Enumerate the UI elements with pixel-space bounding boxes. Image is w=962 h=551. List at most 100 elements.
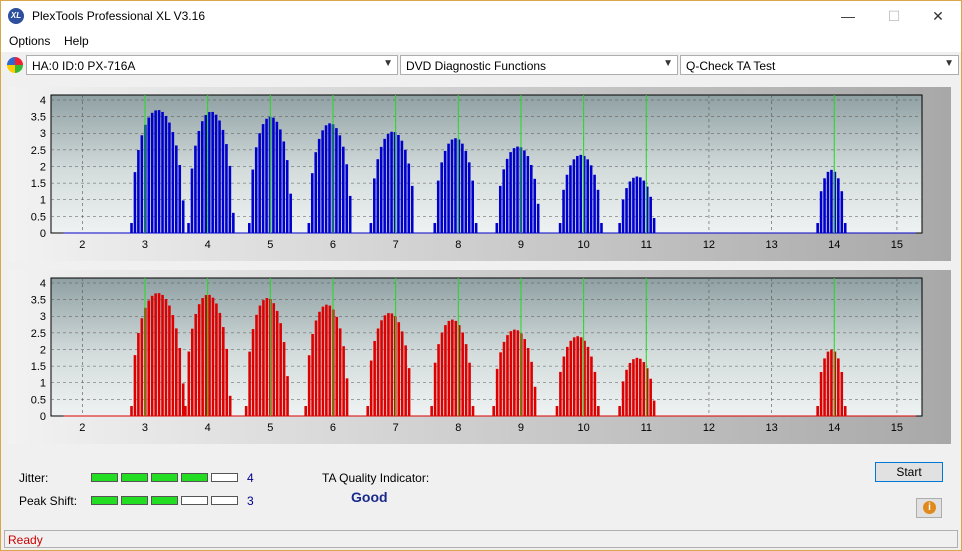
- histogram-bar: [443, 150, 447, 233]
- peak-shift-label: Peak Shift:: [19, 494, 78, 508]
- histogram-bar: [843, 406, 847, 416]
- histogram-bar: [171, 315, 175, 416]
- x-tick-label: 15: [891, 239, 903, 251]
- info-button[interactable]: i: [916, 498, 942, 518]
- histogram-bar: [190, 168, 194, 233]
- histogram-bar: [248, 223, 251, 233]
- menu-options[interactable]: Options: [9, 34, 51, 48]
- histogram-bar: [565, 174, 569, 233]
- meter-segment: [151, 496, 178, 505]
- histogram-bar: [645, 368, 649, 416]
- histogram-bar: [457, 139, 461, 233]
- histogram-bar: [840, 372, 844, 416]
- histogram-bar: [635, 176, 639, 233]
- histogram-bar: [251, 169, 255, 233]
- x-tick-label: 12: [703, 239, 715, 251]
- histogram-bar: [218, 120, 221, 233]
- histogram-bar: [307, 223, 311, 233]
- histogram-bar: [536, 203, 540, 233]
- x-tick-label: 3: [142, 422, 148, 434]
- histogram-bar: [533, 386, 537, 416]
- histogram-bar: [505, 158, 509, 233]
- histogram-bar: [194, 313, 198, 416]
- histogram-bar: [589, 165, 593, 233]
- y-tick-label: 4: [40, 278, 46, 290]
- title-bar: XL PlexTools Professional XL V3.16 — ☐ ✕: [1, 1, 961, 31]
- histogram-bar: [208, 294, 211, 416]
- histogram-bar: [133, 172, 137, 233]
- histogram-bar: [819, 372, 823, 416]
- histogram-bar: [467, 162, 471, 233]
- histogram-bar: [386, 133, 390, 233]
- function-select[interactable]: DVD Diagnostic Functions ▼: [400, 55, 678, 75]
- histogram-bar: [444, 325, 447, 416]
- info-icon: i: [923, 501, 936, 514]
- histogram-bar: [837, 178, 840, 233]
- minimize-button[interactable]: —: [841, 8, 855, 24]
- histogram-bar: [816, 406, 819, 416]
- histogram-bar: [471, 180, 475, 233]
- histogram-bar: [632, 177, 635, 233]
- histogram-bar: [523, 150, 526, 233]
- histogram-bar: [204, 295, 208, 416]
- histogram-bar: [451, 319, 454, 416]
- histogram-bar: [221, 129, 225, 233]
- app-logo-icon: XL: [8, 8, 24, 24]
- histogram-bar: [232, 212, 235, 233]
- y-tick-label: 1: [40, 195, 46, 207]
- histogram-bar: [207, 112, 211, 233]
- histogram-bar: [823, 178, 826, 233]
- histogram-bar: [187, 223, 190, 233]
- menu-help[interactable]: Help: [64, 34, 89, 48]
- histogram-bar: [526, 156, 530, 233]
- x-tick-label: 7: [393, 239, 399, 251]
- histogram-bar: [137, 332, 140, 416]
- function-select-value: DVD Diagnostic Functions: [406, 59, 547, 73]
- histogram-bar: [621, 199, 625, 233]
- histogram-bar: [228, 165, 232, 233]
- jitter-value: 4: [247, 471, 254, 485]
- start-button[interactable]: Start: [875, 462, 943, 482]
- ta-quality-label: TA Quality Indicator:: [322, 471, 430, 485]
- histogram-bar: [632, 359, 635, 416]
- histogram-bar: [404, 149, 407, 233]
- ta-quality-value: Good: [351, 489, 388, 505]
- histogram-bar: [304, 406, 308, 416]
- close-button[interactable]: ✕: [932, 8, 944, 24]
- meter-segment: [91, 473, 118, 482]
- drive-select[interactable]: HA:0 ID:0 PX-716A ▼: [26, 55, 398, 75]
- histogram-bar: [197, 130, 201, 233]
- histogram-bar: [168, 122, 171, 233]
- histogram-bar: [635, 357, 639, 416]
- plot-area: [50, 94, 923, 234]
- test-select[interactable]: Q-Check TA Test ▼: [680, 55, 959, 75]
- x-tick-label: 8: [455, 422, 461, 434]
- histogram-bar: [572, 337, 576, 416]
- x-tick-label: 4: [205, 422, 211, 434]
- histogram-bar: [184, 406, 187, 416]
- histogram-bar: [566, 346, 569, 416]
- status-bar: Ready: [4, 530, 958, 548]
- x-tick-label: 5: [267, 422, 273, 434]
- histogram-bar: [407, 163, 411, 233]
- histogram-bar: [244, 406, 248, 416]
- histogram-bar: [461, 332, 464, 416]
- histogram-bar: [272, 117, 275, 233]
- histogram-bar: [468, 362, 471, 416]
- maximize-button[interactable]: ☐: [887, 8, 901, 24]
- status-text: Ready: [8, 533, 43, 547]
- histogram-bar: [335, 128, 338, 233]
- histogram-bar: [161, 294, 164, 416]
- histogram-bar: [175, 328, 178, 416]
- histogram-bar: [380, 320, 383, 416]
- histogram-bar: [383, 138, 386, 233]
- histogram-bar: [461, 143, 464, 233]
- histogram-bar: [397, 322, 401, 416]
- histogram-bar: [272, 303, 276, 416]
- y-tick-label: 0.5: [31, 211, 46, 223]
- histogram-bar: [130, 406, 133, 416]
- histogram-bar: [228, 395, 232, 416]
- x-tick-label: 6: [330, 422, 336, 434]
- histogram-bar: [335, 316, 339, 416]
- chevron-down-icon: ▼: [663, 58, 673, 69]
